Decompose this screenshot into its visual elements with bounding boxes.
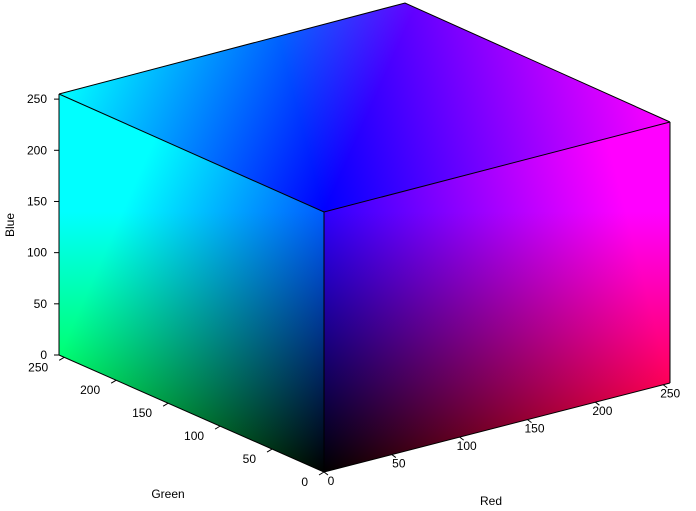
red-tick-label: 150 — [525, 422, 545, 436]
blue-tick-label: 50 — [34, 297, 48, 311]
cube-face-green-zero — [324, 122, 670, 472]
axis-ticks: 0501001502002500501001502002500501001502… — [27, 92, 681, 489]
red-axis-label: Red — [480, 494, 502, 508]
green-tick-mark — [162, 402, 169, 407]
blue-tick-label: 200 — [27, 143, 47, 157]
red-tick-mark — [459, 436, 464, 441]
green-tick-label: 0 — [301, 475, 308, 489]
red-tick-mark — [391, 454, 397, 458]
blue-tick-label: 250 — [27, 92, 47, 106]
green-tick-label: 200 — [80, 383, 100, 397]
green-tick-label: 250 — [28, 360, 48, 374]
red-tick-label: 200 — [592, 404, 612, 418]
green-tick-mark — [318, 471, 325, 476]
cube-edges — [58, 2, 671, 473]
red-tick-label: 50 — [392, 457, 406, 471]
red-tick-mark — [323, 471, 329, 476]
green-tick-label: 150 — [132, 406, 152, 420]
cube-face-red-zero — [59, 94, 324, 472]
green-tick-mark — [266, 448, 273, 453]
red-tick-mark — [527, 419, 532, 424]
red-tick-mark — [662, 384, 668, 389]
blue-tick-label: 150 — [27, 194, 47, 208]
blue-tick-label: 0 — [40, 348, 47, 362]
red-tick-mark — [595, 401, 600, 406]
green-axis-label: Green — [151, 487, 184, 501]
green-tick-mark — [58, 356, 65, 361]
blue-axis-label: Blue — [3, 213, 17, 237]
green-tick-label: 50 — [243, 452, 257, 466]
blue-tick-label: 100 — [27, 246, 47, 260]
red-tick-label: 0 — [328, 474, 335, 488]
red-tick-label: 100 — [457, 439, 477, 453]
green-tick-mark — [110, 379, 117, 384]
green-tick-mark — [214, 425, 221, 430]
axis-labels: Blue Green Red — [3, 213, 502, 508]
red-tick-label: 250 — [660, 387, 680, 401]
green-tick-label: 100 — [184, 429, 204, 443]
cube-face-blue-max — [59, 3, 670, 212]
